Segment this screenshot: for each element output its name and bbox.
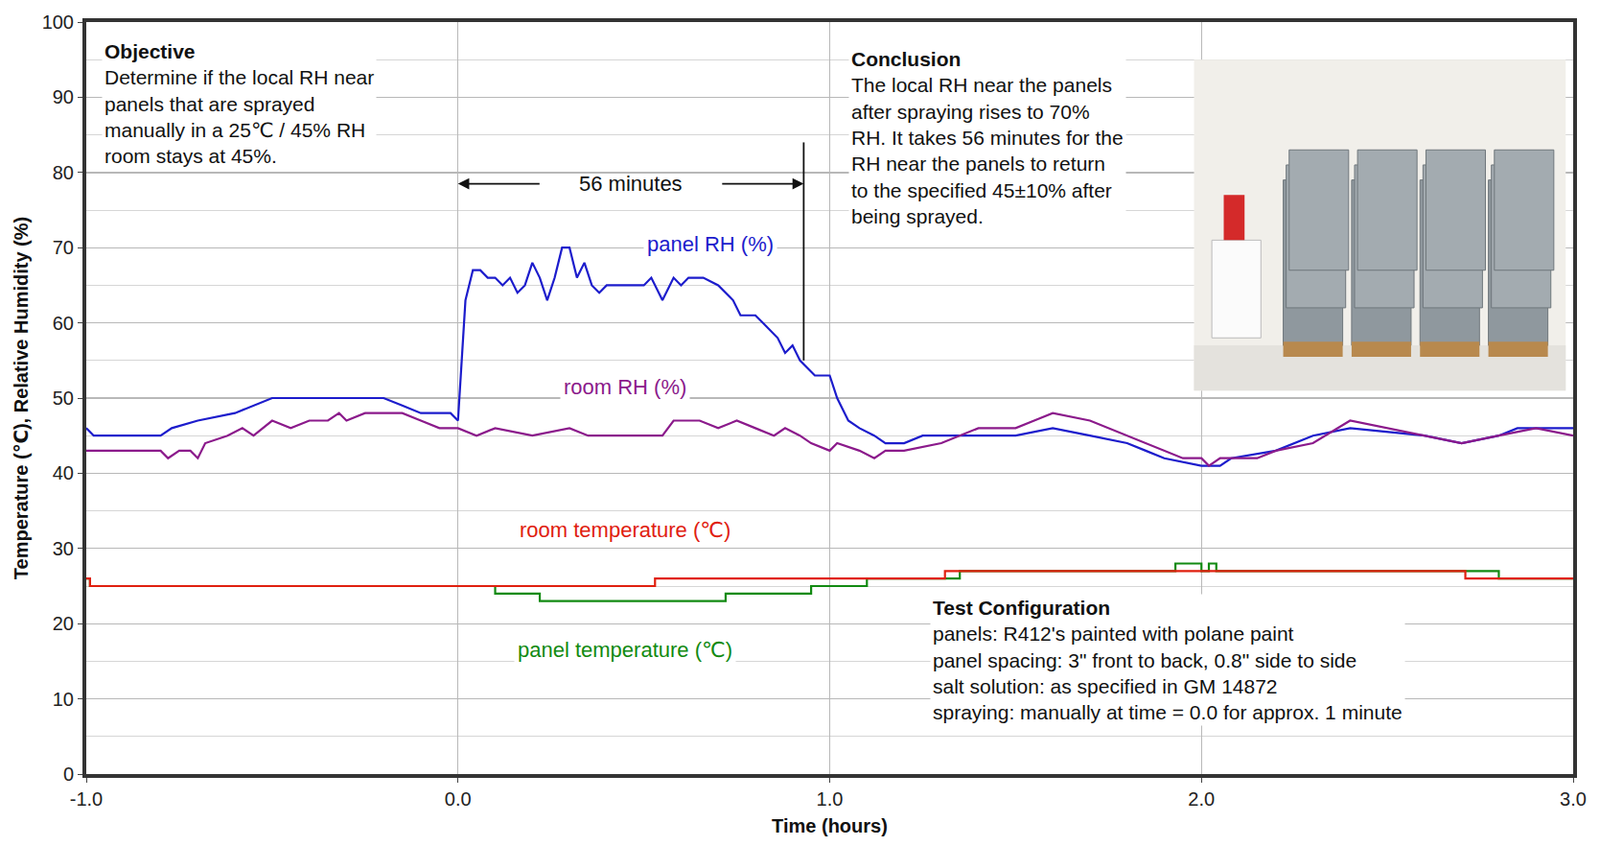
svg-text:0.0: 0.0 [444, 788, 472, 810]
svg-text:Temperature (℃), Relative Humi: Temperature (℃), Relative Humidity (%) [10, 216, 32, 580]
svg-text:56 minutes: 56 minutes [579, 171, 683, 196]
svg-text:10: 10 [52, 688, 74, 710]
svg-text:40: 40 [52, 462, 74, 484]
svg-text:room RH (%): room RH (%) [563, 374, 687, 399]
svg-text:80: 80 [52, 162, 74, 184]
svg-text:room temperature (℃): room temperature (℃) [519, 517, 731, 542]
svg-text:30: 30 [52, 537, 74, 559]
svg-text:0: 0 [63, 763, 74, 785]
svg-text:3.0: 3.0 [1559, 788, 1587, 810]
svg-text:panel temperature (℃): panel temperature (℃) [517, 637, 733, 662]
svg-text:-1.0: -1.0 [69, 788, 103, 810]
svg-text:ObjectiveDetermine if the loca: ObjectiveDetermine if the local RH nearp… [104, 40, 374, 167]
svg-text:20: 20 [52, 612, 74, 634]
svg-text:panel RH (%): panel RH (%) [647, 231, 774, 256]
svg-text:1.0: 1.0 [816, 788, 844, 810]
svg-text:Time (hours): Time (hours) [771, 814, 888, 836]
svg-text:90: 90 [52, 86, 74, 108]
svg-text:ConclusionThe local RH near th: ConclusionThe local RH near the panelsaf… [851, 47, 1124, 228]
svg-text:2.0: 2.0 [1187, 788, 1215, 810]
svg-text:70: 70 [52, 236, 74, 258]
svg-text:50: 50 [52, 387, 74, 409]
svg-text:60: 60 [52, 312, 74, 334]
svg-text:Test Configurationpanels: R412: Test Configurationpanels: R412's painted… [932, 596, 1403, 723]
svg-text:100: 100 [42, 11, 74, 33]
